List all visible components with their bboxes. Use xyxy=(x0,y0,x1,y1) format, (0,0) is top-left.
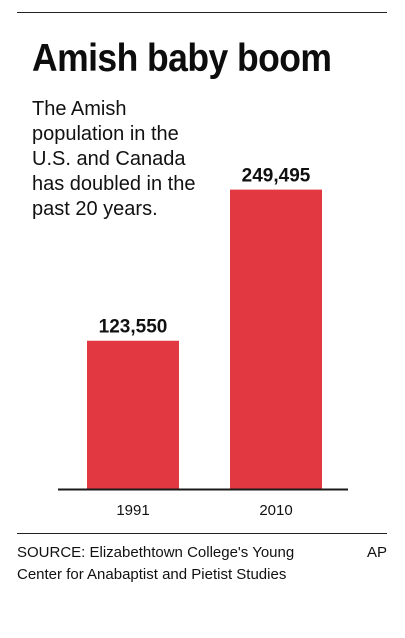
data-label-1991: 123,550 xyxy=(99,317,168,338)
chart-title: Amish baby boom xyxy=(32,37,332,80)
credit-ap: AP xyxy=(366,544,387,561)
chart-subtitle: The Amish population in the U.S. and Can… xyxy=(32,98,196,220)
x-tick-label-2010: 2010 xyxy=(259,502,292,519)
top-rule xyxy=(17,12,387,13)
bar-2010 xyxy=(230,189,322,489)
source-note: SOURCE: Elizabethtown College's Young Ce… xyxy=(17,544,295,583)
bottom-rule xyxy=(17,533,387,534)
bar-chart: 123,550 1991 249,495 2010 xyxy=(58,166,348,519)
data-label-2010: 249,495 xyxy=(242,166,311,187)
x-tick-label-1991: 1991 xyxy=(116,502,149,519)
bar-1991 xyxy=(87,340,179,489)
